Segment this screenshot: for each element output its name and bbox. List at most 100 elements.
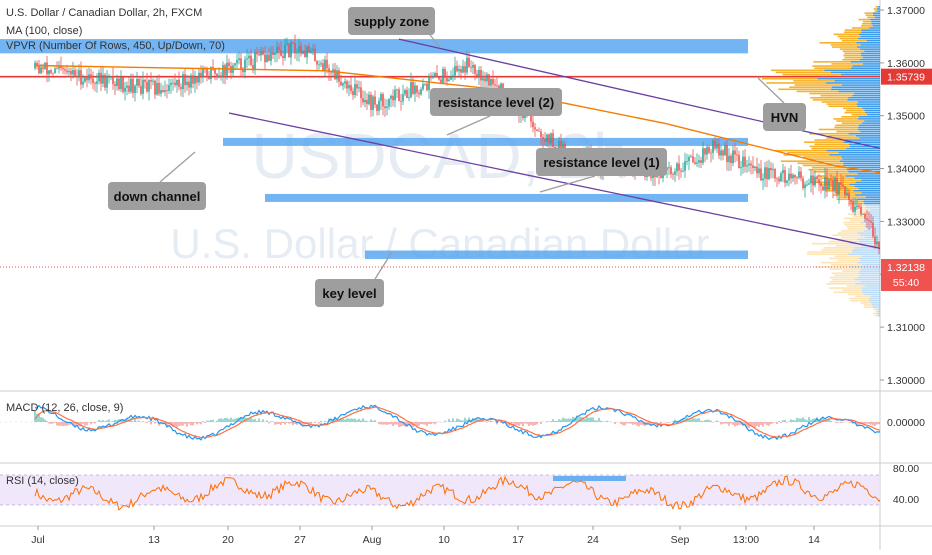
vpvr-row-down [862,264,880,266]
macd-histogram-bar [352,419,354,422]
annotation-resistance-2[interactable]: resistance level (2) [430,88,562,116]
candle-body [794,175,796,178]
vpvr-row-up [874,308,878,310]
svg-text:down channel: down channel [114,189,201,204]
macd-histogram-bar [210,420,212,422]
candle-body [216,74,218,78]
macd-histogram-bar [204,422,206,423]
vpvr-row-down [857,198,880,200]
macd-histogram-bar [876,422,878,424]
candle-body [828,179,830,190]
vpvr-row-down [852,251,880,253]
rsi-legend: RSI (14, close) [6,475,79,487]
candle-body [136,79,138,86]
candle-body [468,58,470,68]
vpvr-row-up [848,228,868,230]
candle-body [322,63,324,70]
annotation-hvn[interactable]: HVN [763,103,806,131]
candle-body [306,46,308,57]
macd-histogram-bar [532,422,534,426]
candle-body [770,168,772,170]
candle-body [252,65,254,69]
candle-body [542,137,544,139]
candle-body [308,46,310,52]
time-label: 13 [148,534,160,546]
candle-body [434,73,436,76]
macd-histogram-bar [358,419,360,422]
macd-histogram-bar [666,422,668,423]
candle-body [722,150,724,155]
annotation-down-channel[interactable]: down channel [108,182,206,210]
macd-histogram-bar [256,421,258,422]
candle-body [164,90,166,92]
candle-body [482,78,484,80]
vpvr-row-down [854,186,880,188]
vpvr-row-up [778,89,831,91]
macd-histogram-bar [622,422,624,425]
candle-body [550,133,552,143]
candle-body [260,51,262,55]
price-tick-label: 1.30000 [887,375,925,387]
annotation-supply-zone[interactable]: supply zone [348,7,435,35]
macd-histogram-bar [420,422,422,424]
vpvr-row-down [859,137,880,139]
macd-histogram-bar [554,421,556,422]
candle-body [272,53,274,55]
macd-histogram-bar [458,419,460,422]
candle-body [178,80,180,87]
macd-histogram-bar [808,417,810,422]
vpvr-row-down [853,190,880,192]
macd-histogram-bar [526,422,528,424]
candle-body [474,65,476,74]
vpvr-row-up [842,270,859,272]
macd-histogram-bar [88,422,90,423]
candle-body [72,70,74,74]
macd-histogram-bar [772,422,774,423]
candle-body [222,65,224,77]
vpvr-row-up [832,279,855,281]
vpvr-row-down [857,103,880,105]
candle-body [820,183,822,186]
candle-body [298,46,300,52]
macd-histogram-bar [44,420,46,422]
macd-histogram-bar [584,419,586,422]
vpvr-row-down [849,184,880,186]
vpvr-row-down [843,165,880,167]
macd-histogram-bar [424,422,426,425]
macd-histogram-bar [104,421,106,422]
candle-body [736,154,738,155]
candle-body [546,134,548,141]
candle-body [98,73,100,82]
vpvr-row-down [848,97,880,99]
candle-body [824,177,826,190]
vpvr-row-up [829,287,862,289]
vpvr-row-down [873,306,880,308]
candle-body [54,69,56,74]
candle-body [728,156,730,162]
vpvr-row-up [867,17,875,19]
candle-body [766,167,768,179]
macd-histogram-bar [148,421,150,422]
vpvr-row-up [833,194,856,196]
candle-body [124,88,126,92]
vpvr-row-up [873,313,877,315]
macd-histogram-bar [560,420,562,422]
macd-histogram-bar [660,422,662,424]
vpvr-row-up [827,103,857,105]
macd-histogram-bar [482,421,484,422]
vpvr-row-up [829,268,861,270]
vpvr-row-down [861,260,880,262]
annotation-resistance-1[interactable]: resistance level (1) [536,148,667,176]
vpvr-legend: VPVR (Number Of Rows, 450, Up/Down, 70) [6,40,225,52]
macd-histogram-bar [524,422,526,424]
vpvr-row-up [823,247,854,249]
vpvr-row-down [855,279,880,281]
vpvr-row-up [847,285,865,287]
annotation-key-level[interactable]: key level [315,279,384,307]
macd-histogram-bar [182,422,184,426]
price-tick-label: 1.37000 [887,5,925,17]
candle-body [532,122,534,128]
vpvr-row-up [841,230,864,232]
